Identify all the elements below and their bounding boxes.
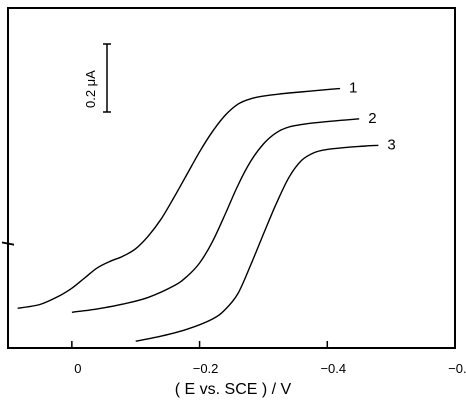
curve-label-2: 2 (368, 110, 376, 127)
curve-1 (17, 87, 341, 309)
x-axis-ticks (71, 341, 456, 348)
scale-bar-label: 0.2 μA (83, 70, 98, 108)
x-tick-label: −0.2 (193, 361, 219, 376)
curve-label-3: 3 (387, 136, 395, 153)
curve-2 (71, 118, 360, 313)
curve-labels: 123 (349, 80, 396, 154)
y-axis-label: i (0, 240, 19, 246)
curves (17, 87, 379, 342)
x-axis-tick-labels: 0 −0.2 −0.4 −0.6 (74, 361, 466, 376)
plot-frame (7, 7, 456, 349)
curve-label-1: 1 (349, 80, 357, 97)
x-axis-label: ( E vs. SCE ) / V (175, 381, 292, 398)
scale-bar: 0.2 μA (83, 43, 111, 113)
curve-3 (135, 144, 379, 342)
x-tick-label: −0.6 (448, 361, 466, 376)
x-tick-label: 0 (74, 361, 81, 376)
x-tick-label: −0.4 (320, 361, 346, 376)
